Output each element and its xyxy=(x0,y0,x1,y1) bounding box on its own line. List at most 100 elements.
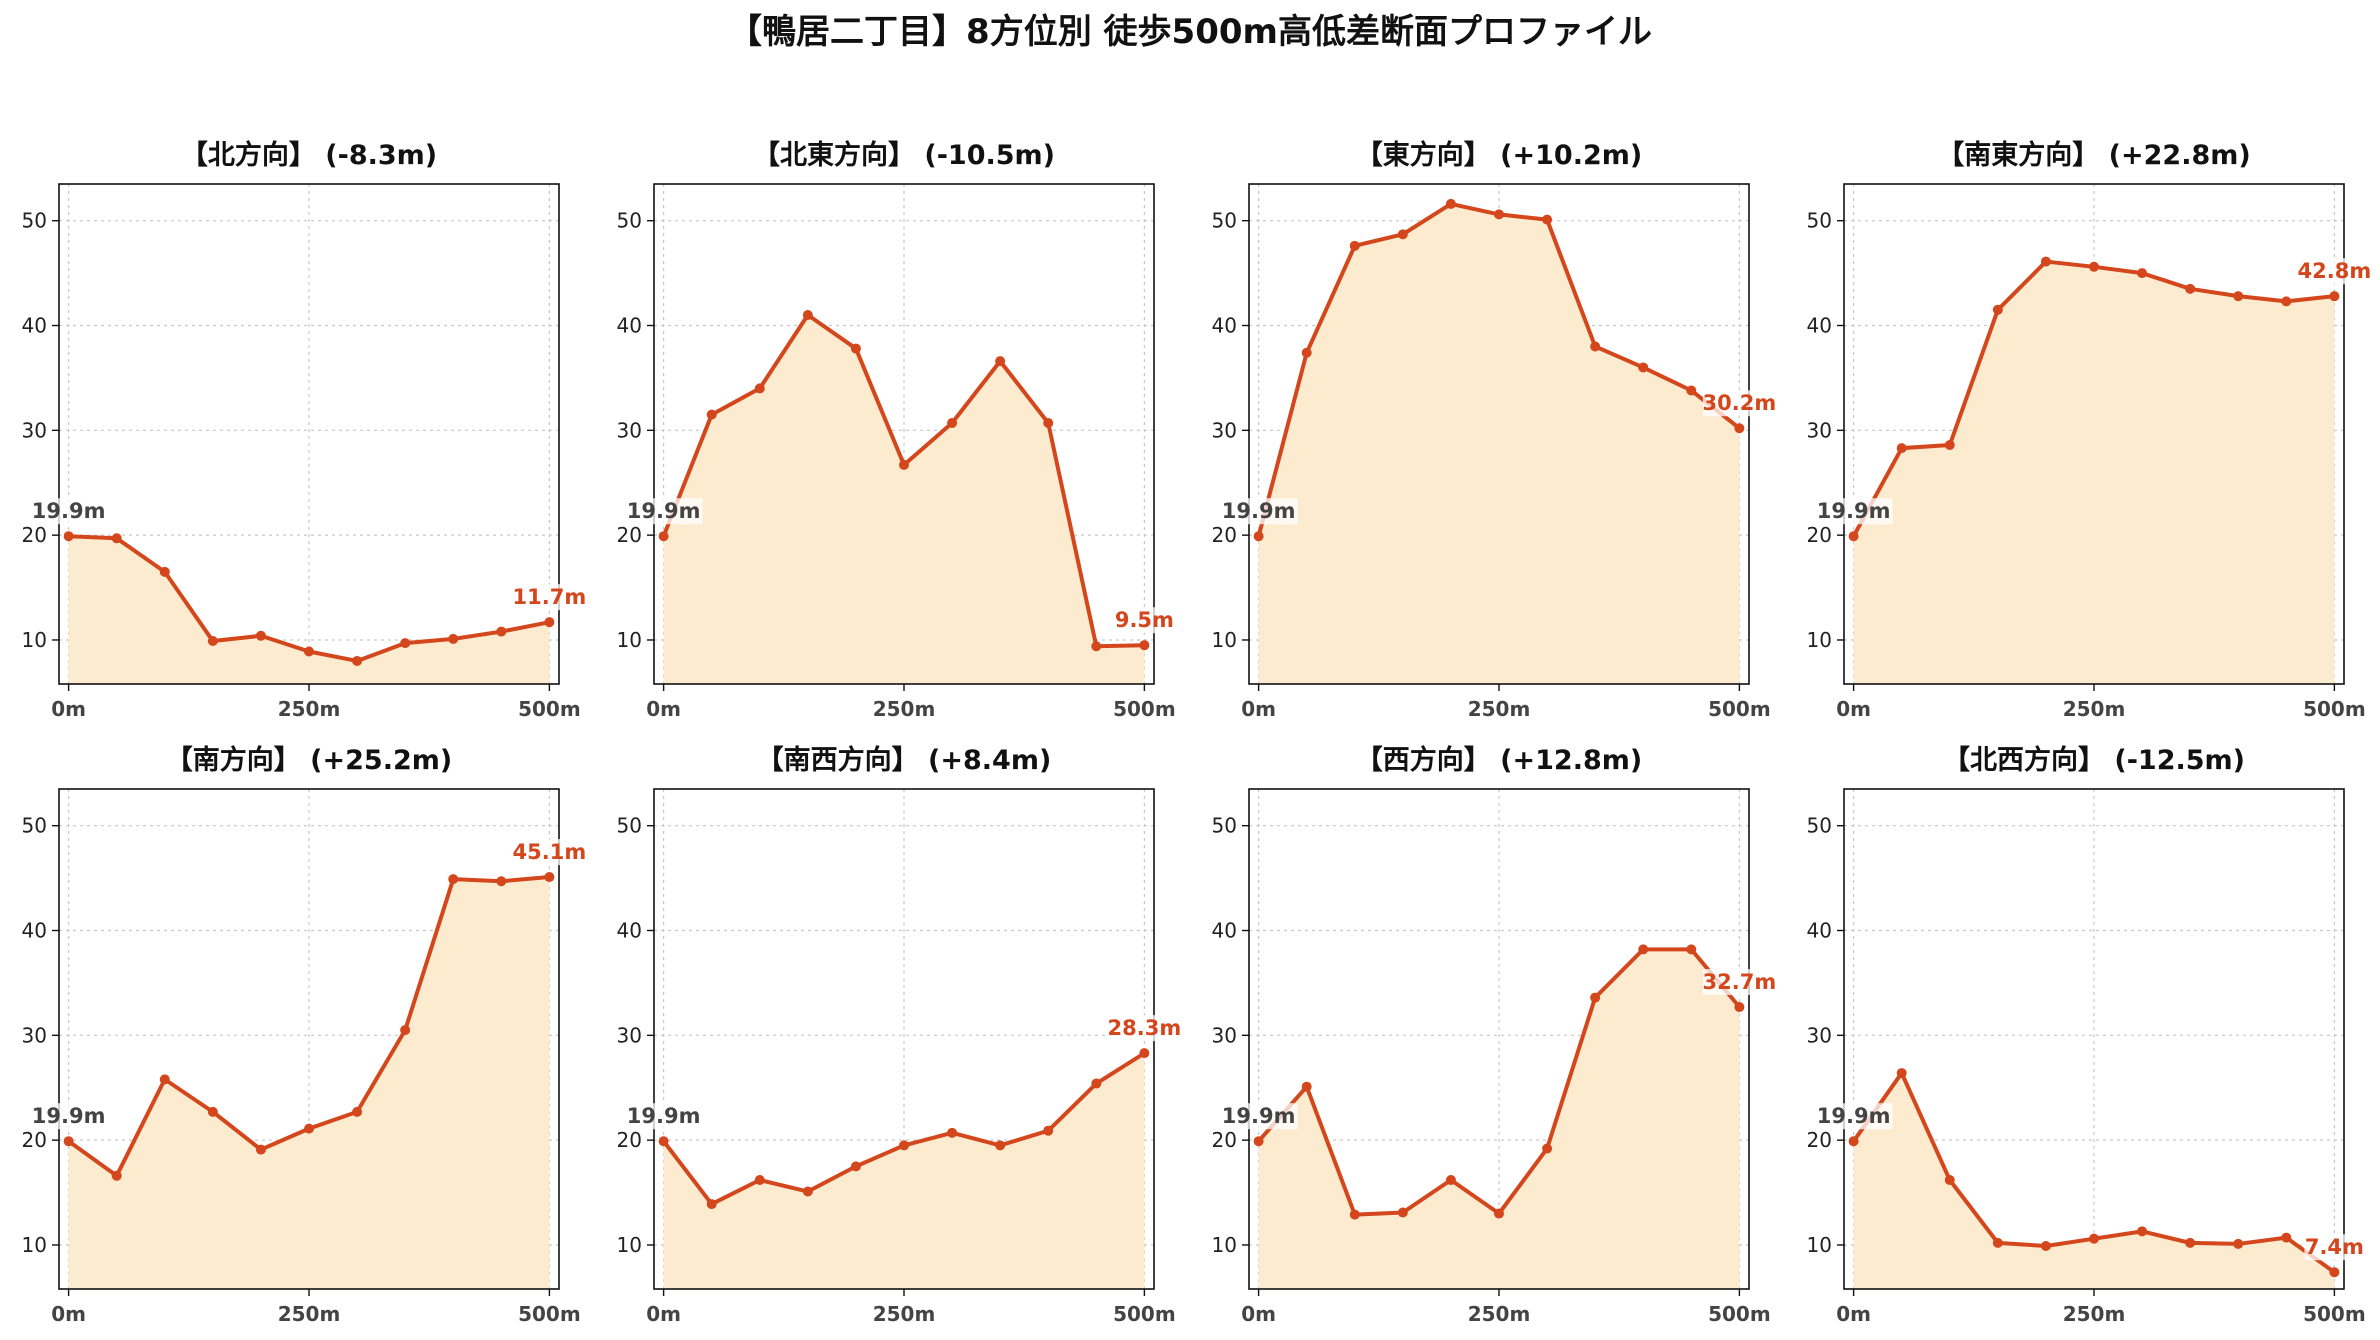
data-point xyxy=(496,626,507,637)
data-point xyxy=(1349,240,1360,251)
end-label-bg xyxy=(1702,969,1776,996)
y-tick-label: 20 xyxy=(1807,1128,1832,1152)
y-tick-label: 30 xyxy=(1212,1023,1237,1047)
y-tick-label: 20 xyxy=(1212,523,1237,547)
y-tick-label: 40 xyxy=(1212,919,1237,943)
end-elevation-label: 11.7m xyxy=(513,585,587,609)
data-point xyxy=(947,1127,958,1138)
data-point xyxy=(1397,229,1408,240)
x-tick-label: 0m xyxy=(51,697,86,721)
x-tick-label: 250m xyxy=(278,1302,341,1326)
start-elevation-label: 19.9m xyxy=(627,499,701,523)
data-point xyxy=(1253,1136,1264,1147)
x-tick-label: 250m xyxy=(873,1302,936,1326)
data-point xyxy=(255,1144,266,1155)
start-label-bg xyxy=(624,498,703,525)
data-point xyxy=(658,1136,669,1147)
y-tick-label: 30 xyxy=(1212,418,1237,442)
data-point xyxy=(544,617,555,628)
x-tick-label: 0m xyxy=(646,697,681,721)
end-label-bg xyxy=(1702,390,1776,417)
start-elevation-label: 19.9m xyxy=(627,1104,701,1128)
data-point xyxy=(1043,417,1054,428)
start-elevation-label: 19.9m xyxy=(32,499,106,523)
area-fill xyxy=(1853,1073,2335,1289)
x-tick-label: 500m xyxy=(1708,1302,1771,1326)
subplot-title: 【北西方向】 (-12.5m) xyxy=(1943,744,2245,776)
data-point xyxy=(1734,1002,1745,1013)
data-point xyxy=(1686,385,1697,396)
start-label-bg xyxy=(29,1103,108,1130)
y-tick-label: 50 xyxy=(617,814,642,838)
data-point xyxy=(706,409,717,420)
end-label-bg xyxy=(2297,258,2371,285)
start-label-bg xyxy=(1219,498,1298,525)
y-tick-label: 40 xyxy=(22,314,47,338)
data-point xyxy=(850,343,861,354)
end-elevation-label: 30.2m xyxy=(1703,391,1777,415)
area-fill xyxy=(663,1053,1145,1289)
area-fill xyxy=(68,536,550,684)
data-point xyxy=(1638,362,1649,373)
area-fill xyxy=(1258,949,1740,1289)
y-tick-label: 20 xyxy=(617,1128,642,1152)
data-point xyxy=(754,1174,765,1185)
y-tick-label: 40 xyxy=(22,919,47,943)
x-tick-label: 250m xyxy=(1468,1302,1531,1326)
data-point xyxy=(1445,198,1456,209)
end-elevation-label: 45.1m xyxy=(513,840,587,864)
y-tick-label: 30 xyxy=(22,1023,47,1047)
data-point xyxy=(304,646,314,657)
y-tick-label: 10 xyxy=(1807,628,1832,652)
y-tick-label: 40 xyxy=(1807,919,1832,943)
end-label-bg xyxy=(512,839,586,866)
data-point xyxy=(850,1161,861,1172)
data-point xyxy=(1091,1078,1102,1089)
start-elevation-label: 19.9m xyxy=(1222,1104,1296,1128)
data-point xyxy=(111,1170,122,1181)
y-tick-label: 10 xyxy=(1212,628,1237,652)
y-tick-label: 20 xyxy=(22,523,47,547)
data-point xyxy=(2329,291,2340,302)
y-tick-label: 30 xyxy=(617,1023,642,1047)
data-point xyxy=(1494,209,1504,220)
data-point xyxy=(496,876,507,887)
x-tick-label: 250m xyxy=(873,697,936,721)
data-point xyxy=(2329,1267,2340,1278)
start-label-bg xyxy=(1219,1103,1298,1130)
data-point xyxy=(352,1106,363,1117)
end-elevation-label: 9.5m xyxy=(1115,608,1174,632)
data-point xyxy=(63,531,74,542)
data-point xyxy=(2040,1241,2051,1252)
data-point xyxy=(352,655,363,666)
y-tick-label: 20 xyxy=(617,523,642,547)
start-label-bg xyxy=(29,498,108,525)
x-tick-label: 500m xyxy=(518,1302,581,1326)
y-tick-label: 10 xyxy=(1212,1233,1237,1257)
y-tick-label: 30 xyxy=(617,418,642,442)
data-point xyxy=(947,417,958,428)
end-label-bg xyxy=(2304,1234,2365,1261)
data-point xyxy=(1301,1081,1312,1092)
x-tick-label: 250m xyxy=(278,697,341,721)
data-point xyxy=(658,531,669,542)
data-point xyxy=(1349,1209,1360,1220)
x-tick-label: 250m xyxy=(1468,697,1531,721)
data-point xyxy=(448,874,459,885)
x-tick-label: 500m xyxy=(518,697,581,721)
data-point xyxy=(1896,443,1907,454)
data-point xyxy=(255,630,266,641)
start-elevation-label: 19.9m xyxy=(1222,499,1296,523)
y-tick-label: 30 xyxy=(22,418,47,442)
area-fill xyxy=(663,315,1145,684)
data-point xyxy=(1992,1237,2003,1248)
data-point xyxy=(159,1074,170,1085)
x-tick-label: 250m xyxy=(2063,1302,2126,1326)
x-tick-label: 500m xyxy=(1113,697,1176,721)
